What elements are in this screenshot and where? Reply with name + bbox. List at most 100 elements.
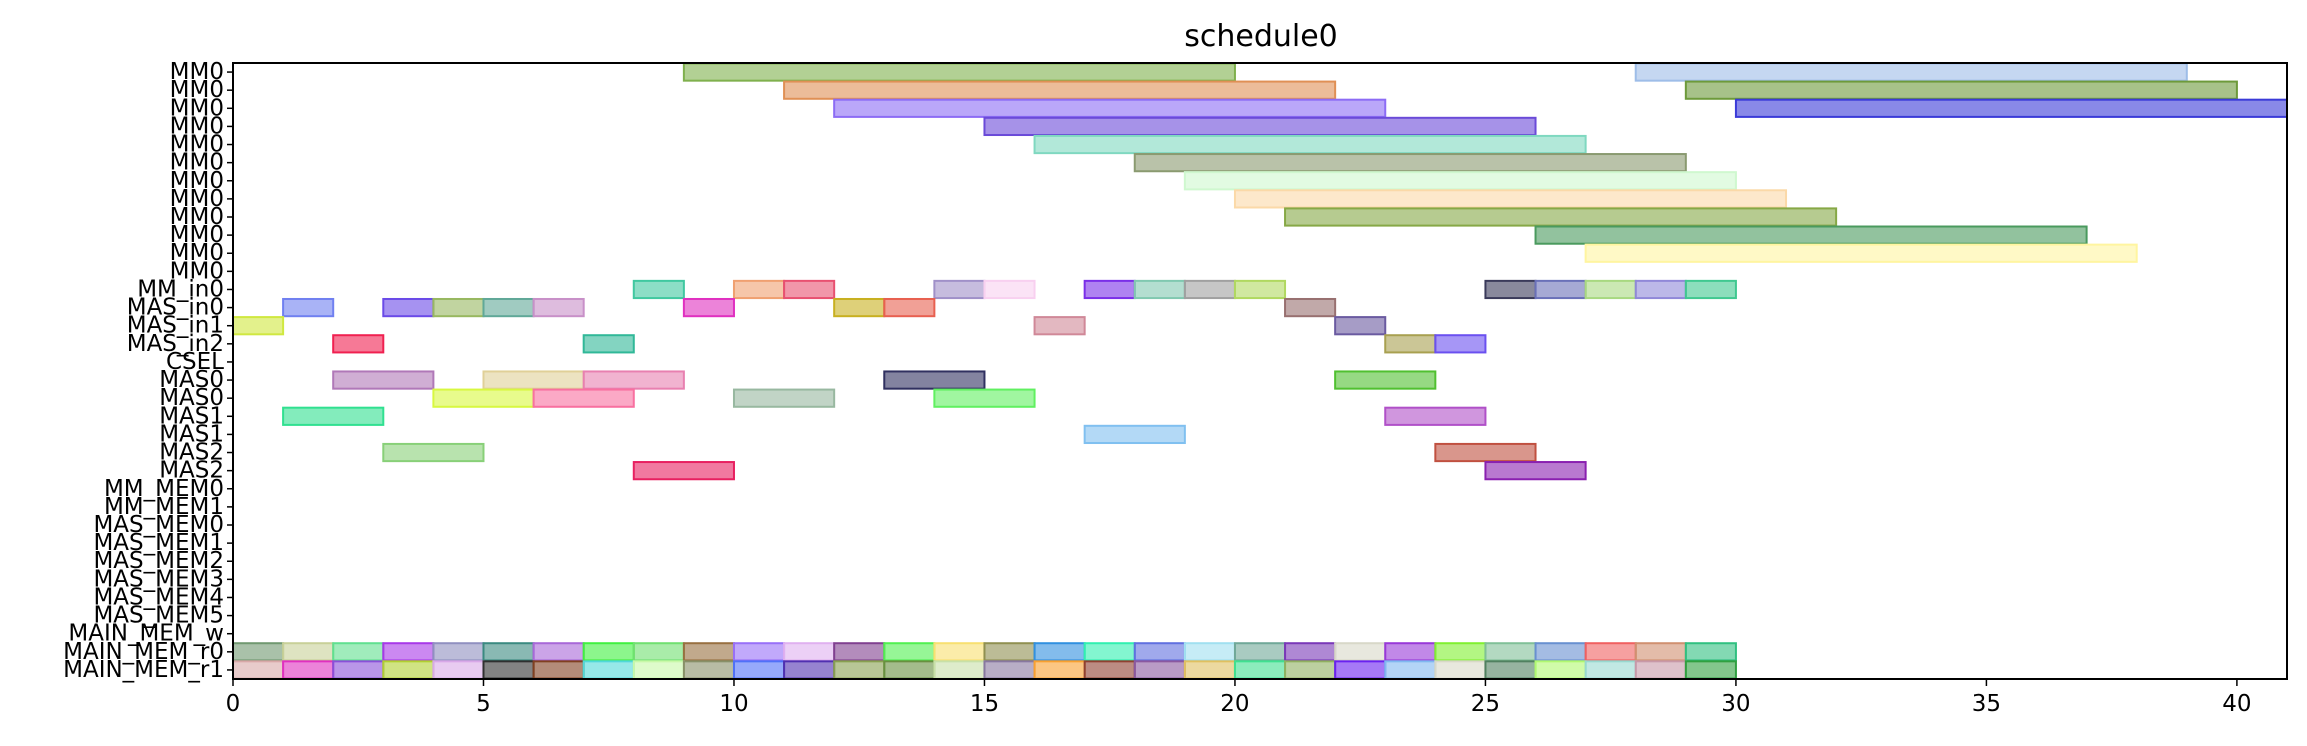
task-bar bbox=[532, 388, 635, 408]
task-bar bbox=[1083, 424, 1186, 445]
task-bar bbox=[1334, 370, 1437, 390]
task-bar bbox=[682, 642, 735, 662]
task-bar bbox=[1284, 660, 1337, 680]
chart-title: schedule0 bbox=[1184, 19, 1338, 54]
task-bar bbox=[783, 279, 836, 300]
task-bar bbox=[282, 406, 385, 426]
task-bar bbox=[1434, 334, 1487, 354]
y-tick-label: MAS2 bbox=[159, 458, 224, 484]
task-bar bbox=[1734, 98, 2289, 118]
task-bar bbox=[833, 660, 886, 680]
y-tick-label: MAS_MEM0 bbox=[93, 512, 224, 538]
y-tick-label: MAS2 bbox=[159, 440, 224, 466]
task-bar bbox=[1684, 660, 1737, 680]
task-bar bbox=[632, 660, 685, 680]
y-tick-label: MM0 bbox=[170, 222, 224, 248]
task-bar bbox=[1534, 642, 1587, 662]
task-bar bbox=[883, 642, 936, 662]
task-bar bbox=[1233, 279, 1287, 300]
task-bar bbox=[1133, 153, 1687, 173]
task-bar bbox=[432, 660, 485, 680]
y-tick-label: MAIN_MEM_r1 bbox=[63, 657, 224, 683]
task-bar bbox=[582, 642, 635, 662]
task-bar bbox=[1233, 189, 1788, 209]
task-bar bbox=[532, 297, 585, 318]
task-bar bbox=[1133, 642, 1186, 662]
y-tick-label: MM_MEM1 bbox=[104, 494, 224, 520]
task-bar bbox=[1183, 642, 1236, 662]
task-bar bbox=[632, 461, 735, 481]
task-bar bbox=[732, 660, 786, 680]
task-bar bbox=[983, 279, 1036, 300]
task-bar bbox=[783, 642, 836, 662]
x-tick-label: 10 bbox=[719, 691, 748, 717]
y-tick-label: MAS_MEM4 bbox=[93, 584, 224, 610]
task-bar bbox=[432, 297, 485, 318]
y-tick-label: MM0 bbox=[170, 168, 224, 194]
y-tick-label: MM0 bbox=[170, 59, 224, 85]
task-bar bbox=[482, 297, 535, 318]
task-bar bbox=[1083, 642, 1136, 662]
task-bar bbox=[1534, 660, 1587, 680]
y-tick-label: MM0 bbox=[170, 204, 224, 230]
task-bar bbox=[1083, 279, 1136, 300]
y-tick-label: CSEL bbox=[166, 349, 224, 375]
task-bar bbox=[732, 388, 836, 408]
y-tick-label: MM0 bbox=[170, 132, 224, 158]
task-bar bbox=[1634, 642, 1687, 662]
task-bar bbox=[983, 116, 1537, 137]
task-bar bbox=[1384, 334, 1437, 354]
task-bar bbox=[1384, 406, 1487, 426]
task-bar bbox=[833, 98, 1387, 118]
task-bar bbox=[883, 297, 936, 318]
y-tick-label: MAS0 bbox=[159, 367, 224, 393]
task-bar bbox=[1684, 642, 1737, 662]
task-bar bbox=[1534, 279, 1587, 300]
y-tick-label: MAS_in1 bbox=[127, 313, 224, 339]
task-bar bbox=[232, 660, 285, 680]
task-bar bbox=[332, 660, 385, 680]
task-bar bbox=[432, 388, 535, 408]
y-tick-label: MAS_MEM1 bbox=[93, 530, 224, 556]
task-bar bbox=[732, 642, 786, 662]
task-bar bbox=[783, 80, 1337, 100]
task-bar bbox=[1284, 642, 1337, 662]
task-bar bbox=[1033, 642, 1086, 662]
task-bar bbox=[282, 642, 335, 662]
task-bar bbox=[833, 642, 886, 662]
y-tick-label: MAS1 bbox=[159, 403, 224, 429]
y-tick-label: MAS_in2 bbox=[127, 331, 224, 357]
task-bar bbox=[883, 370, 986, 390]
task-bar bbox=[382, 442, 485, 463]
y-tick-label: MM0 bbox=[170, 77, 224, 103]
task-bar bbox=[1584, 642, 1637, 662]
x-tick-label: 15 bbox=[970, 691, 999, 717]
task-bar bbox=[1684, 279, 1737, 300]
task-bar bbox=[983, 642, 1036, 662]
x-tick-label: 35 bbox=[1972, 691, 2001, 717]
task-bar bbox=[1183, 660, 1236, 680]
task-bar bbox=[382, 642, 435, 662]
task-bar bbox=[1133, 279, 1186, 300]
y-tick-label: MM0 bbox=[170, 258, 224, 284]
task-bar bbox=[1233, 660, 1287, 680]
task-bar bbox=[682, 62, 1236, 82]
task-bar bbox=[1434, 642, 1487, 662]
task-bar bbox=[232, 642, 285, 662]
y-tick-label: MM0 bbox=[170, 113, 224, 139]
task-bar bbox=[332, 370, 435, 390]
task-bar bbox=[1133, 660, 1186, 680]
x-tick-label: 0 bbox=[226, 691, 241, 717]
task-bar bbox=[1484, 642, 1537, 662]
task-bar bbox=[1033, 316, 1086, 336]
task-bar bbox=[482, 642, 535, 662]
task-bar bbox=[1484, 660, 1537, 680]
task-bar bbox=[632, 642, 685, 662]
task-bar bbox=[933, 279, 986, 300]
task-bar bbox=[1284, 297, 1337, 318]
task-bar bbox=[382, 297, 435, 318]
task-bar bbox=[582, 334, 635, 354]
task-bar bbox=[1334, 316, 1387, 336]
task-bar bbox=[332, 334, 385, 354]
x-tick-label: 5 bbox=[476, 691, 491, 717]
